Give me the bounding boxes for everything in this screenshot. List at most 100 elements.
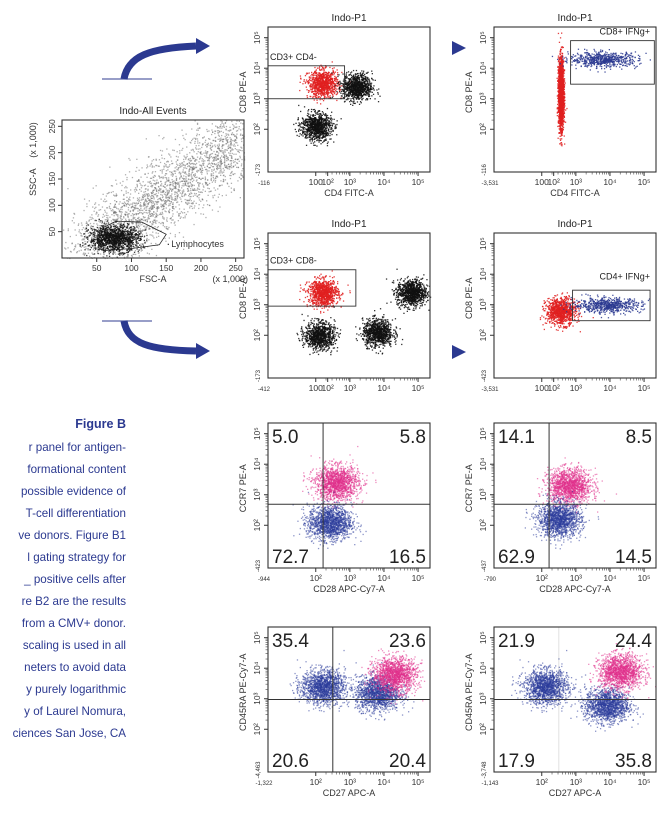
data-point (189, 205, 191, 207)
data-point (133, 239, 135, 241)
data-point (214, 153, 216, 155)
data-point (230, 182, 233, 184)
data-point (327, 86, 329, 88)
data-point (118, 252, 120, 254)
data-point (231, 144, 233, 146)
data-point (154, 184, 157, 186)
data-point (226, 183, 229, 185)
data-point (315, 85, 317, 87)
data-point (332, 71, 334, 73)
data-point (331, 91, 333, 93)
data-point (193, 189, 195, 191)
data-point (69, 250, 72, 253)
data-point (179, 152, 181, 154)
data-point (133, 237, 135, 239)
data-point (114, 235, 116, 237)
data-point (323, 70, 325, 72)
data-point (161, 204, 164, 206)
data-point (107, 226, 109, 228)
data-point (149, 211, 151, 213)
data-point (321, 69, 323, 71)
data-point (93, 239, 95, 241)
data-point (172, 184, 174, 186)
data-point (99, 245, 101, 247)
data-point (220, 161, 222, 163)
data-point (173, 208, 175, 210)
data-point (175, 183, 177, 185)
data-point (314, 88, 316, 90)
data-point (112, 243, 114, 245)
data-point (161, 221, 163, 224)
data-point (184, 198, 186, 201)
data-point (314, 92, 316, 95)
data-point (329, 118, 332, 120)
data-point (325, 84, 328, 87)
data-point (305, 120, 307, 123)
data-point (128, 157, 130, 160)
data-point (205, 152, 207, 154)
data-point (326, 75, 328, 78)
data-point (89, 231, 91, 234)
data-point (137, 235, 139, 237)
data-point (336, 80, 338, 83)
data-point (135, 223, 138, 225)
data-point (179, 173, 182, 175)
data-point (198, 161, 200, 163)
data-point (102, 231, 104, 233)
data-point (319, 81, 321, 83)
data-point (131, 243, 133, 245)
data-point (325, 80, 327, 82)
data-point (121, 208, 123, 211)
data-point (318, 67, 320, 69)
data-point (336, 85, 338, 87)
data-point (234, 148, 236, 150)
data-point (151, 200, 154, 202)
data-point (108, 191, 110, 194)
data-point (148, 194, 150, 196)
data-point (140, 184, 142, 186)
data-point (334, 124, 337, 126)
data-point (197, 151, 199, 153)
data-point (150, 201, 152, 203)
data-point (87, 229, 89, 231)
data-point (129, 159, 131, 161)
data-point (225, 139, 227, 141)
data-point (165, 173, 167, 175)
data-point (96, 238, 99, 240)
data-point (213, 187, 215, 189)
data-point (191, 170, 193, 172)
data-point (190, 190, 192, 192)
y-tick-label: 50 (47, 227, 57, 237)
data-point (114, 244, 116, 246)
data-point (146, 193, 148, 195)
data-point (337, 74, 339, 76)
data-point (324, 88, 326, 90)
data-point (106, 212, 108, 214)
data-point (318, 91, 321, 93)
data-point (110, 224, 112, 226)
data-point (206, 200, 208, 202)
data-point (167, 179, 169, 182)
caption-line: scaling is used in all (0, 635, 126, 657)
data-point (152, 222, 154, 224)
data-point (221, 155, 223, 157)
data-point (117, 241, 119, 244)
data-point (195, 145, 197, 147)
data-point (101, 245, 103, 247)
data-point (227, 133, 229, 135)
data-point (92, 242, 95, 244)
data-point (303, 120, 305, 122)
data-point (235, 123, 237, 125)
data-point (156, 196, 158, 198)
data-point (103, 238, 105, 240)
data-point (120, 226, 122, 228)
data-point (136, 238, 139, 240)
data-point (223, 152, 225, 154)
data-point (118, 222, 120, 224)
data-point (218, 145, 220, 147)
data-point (335, 126, 337, 129)
data-point (203, 186, 205, 188)
data-point (138, 218, 140, 221)
data-point (143, 239, 145, 242)
data-point (202, 159, 204, 161)
